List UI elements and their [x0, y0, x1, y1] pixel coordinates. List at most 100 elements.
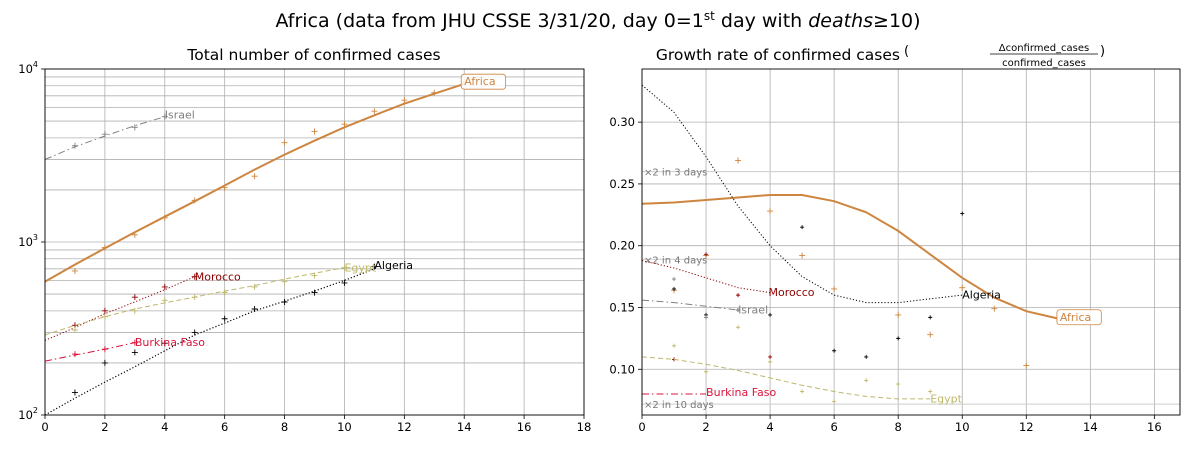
growth-chart-panel: Growth rate of confirmed cases ( Δconfir…	[609, 43, 1181, 434]
cases-y-tick-label: 103	[18, 233, 38, 249]
title-paren-right: )	[1100, 44, 1105, 59]
growth-x-tick-label: 14	[1083, 420, 1098, 434]
growth-point-africa	[735, 157, 742, 164]
growth-y-tick-label: 0.25	[609, 177, 635, 191]
cases-series-label-africa: Africa	[464, 75, 495, 88]
cases-point-africa	[401, 97, 408, 104]
cases-point-africa	[251, 173, 258, 180]
cases-point-burkina-faso	[131, 339, 138, 346]
cases-point-morocco	[191, 273, 198, 280]
growth-point-egypt	[736, 325, 741, 330]
growth-point-egypt	[800, 389, 805, 394]
cases-point-egypt	[251, 283, 258, 290]
cases-point-israel	[131, 124, 138, 131]
growth-reference-label: ×2 in 10 days	[644, 400, 714, 411]
growth-point-algeria	[928, 315, 933, 320]
cases-point-egypt	[281, 278, 288, 285]
growth-x-tick-label: 6	[830, 420, 837, 434]
cases-point-africa	[431, 89, 438, 96]
growth-point-africa	[991, 305, 998, 312]
growth-point-algeria	[864, 354, 869, 359]
growth-y-tick-label: 0.20	[609, 239, 635, 253]
cases-point-algeria	[131, 349, 138, 356]
cases-point-algeria	[191, 329, 198, 336]
growth-point-algeria	[672, 286, 677, 291]
cases-point-egypt	[101, 313, 108, 320]
cases-chart-grid	[44, 68, 585, 416]
cases-x-tick-label: 4	[161, 420, 168, 434]
cases-point-africa	[341, 121, 348, 128]
growth-x-tick-label: 0	[638, 420, 645, 434]
growth-label-box-africa	[1056, 309, 1102, 326]
growth-point-egypt	[928, 389, 933, 394]
growth-x-tick-label: 16	[1147, 420, 1162, 434]
cases-series-label-israel: Israel	[165, 109, 195, 122]
cases-point-algeria	[371, 263, 378, 270]
cases-point-israel	[161, 113, 168, 120]
cases-point-egypt	[311, 272, 318, 279]
cases-y-tick-label: 102	[18, 406, 38, 422]
cases-chart-title: Total number of confirmed cases	[186, 46, 440, 64]
suptitle-italic: deaths	[808, 10, 873, 32]
cases-point-africa	[161, 214, 168, 221]
cases-point-israel	[101, 131, 108, 138]
cases-point-africa	[101, 244, 108, 251]
growth-point-africa	[959, 284, 966, 291]
cases-point-algeria	[101, 359, 108, 366]
cases-point-africa	[371, 108, 378, 115]
suptitle-superscript: st	[704, 9, 715, 23]
cases-point-algeria	[251, 305, 258, 312]
growth-point-egypt	[832, 399, 837, 404]
cases-point-burkina-faso	[71, 351, 78, 358]
growth-line-egypt	[641, 356, 931, 400]
cases-point-burkina-faso	[101, 346, 108, 353]
cases-point-africa	[131, 231, 138, 238]
cases-point-egypt	[131, 307, 138, 314]
growth-line-algeria	[641, 84, 963, 304]
growth-series-label-morocco: Morocco	[768, 286, 814, 299]
cases-point-africa	[311, 128, 318, 135]
cases-point-morocco	[131, 294, 138, 301]
cases-series-label-morocco: Morocco	[195, 271, 241, 284]
growth-point-morocco	[736, 293, 741, 298]
growth-point-africa	[927, 331, 934, 338]
cases-point-africa	[71, 267, 78, 274]
growth-point-algeria	[960, 211, 965, 216]
growth-point-egypt	[672, 343, 677, 348]
cases-line-morocco	[44, 276, 195, 341]
growth-reference-label: ×2 in 4 days	[644, 255, 707, 266]
cases-y-tick-label: 104	[18, 60, 38, 76]
growth-chart-grid	[641, 69, 1180, 415]
growth-x-tick-label: 10	[955, 420, 970, 434]
growth-chart-reference-lines: ×2 in 3 days ×2 in 4 days ×2 in 10 days	[642, 168, 1180, 411]
cases-line-africa	[44, 82, 465, 283]
cases-line-algeria	[44, 268, 375, 416]
growth-point-algeria	[800, 225, 805, 230]
growth-y-tick-label: 0.30	[609, 115, 635, 129]
cases-x-tick-label: 0	[41, 420, 48, 434]
cases-point-algeria	[71, 389, 78, 396]
cases-point-egypt	[161, 297, 168, 304]
cases-x-tick-label: 12	[397, 420, 412, 434]
growth-chart-title: Growth rate of confirmed cases	[656, 46, 900, 64]
cases-chart-series	[44, 79, 468, 416]
growth-chart-axes: 0 2 4 6 8 10 12 14 16 0.10 0.15 0.20 0.25 0.30	[609, 68, 1181, 434]
cases-x-tick-label: 14	[457, 420, 472, 434]
cases-point-africa	[191, 197, 198, 204]
growth-point-algeria	[768, 312, 773, 317]
cases-point-algeria	[221, 315, 228, 322]
cases-point-algeria	[311, 289, 318, 296]
growth-x-tick-label: 4	[766, 420, 773, 434]
cases-point-algeria	[161, 340, 168, 347]
growth-point-africa	[1023, 362, 1030, 369]
growth-title-numerator: Δconfirmed_cases	[999, 43, 1089, 54]
growth-series-label-egypt: Egypt	[930, 392, 962, 405]
cases-label-box-africa	[460, 73, 507, 90]
growth-point-algeria	[832, 348, 837, 353]
cases-point-egypt	[71, 326, 78, 333]
growth-point-egypt	[768, 359, 773, 364]
cases-series-label-burkina-faso: Burkina Faso	[135, 336, 205, 349]
cases-point-africa	[281, 139, 288, 146]
